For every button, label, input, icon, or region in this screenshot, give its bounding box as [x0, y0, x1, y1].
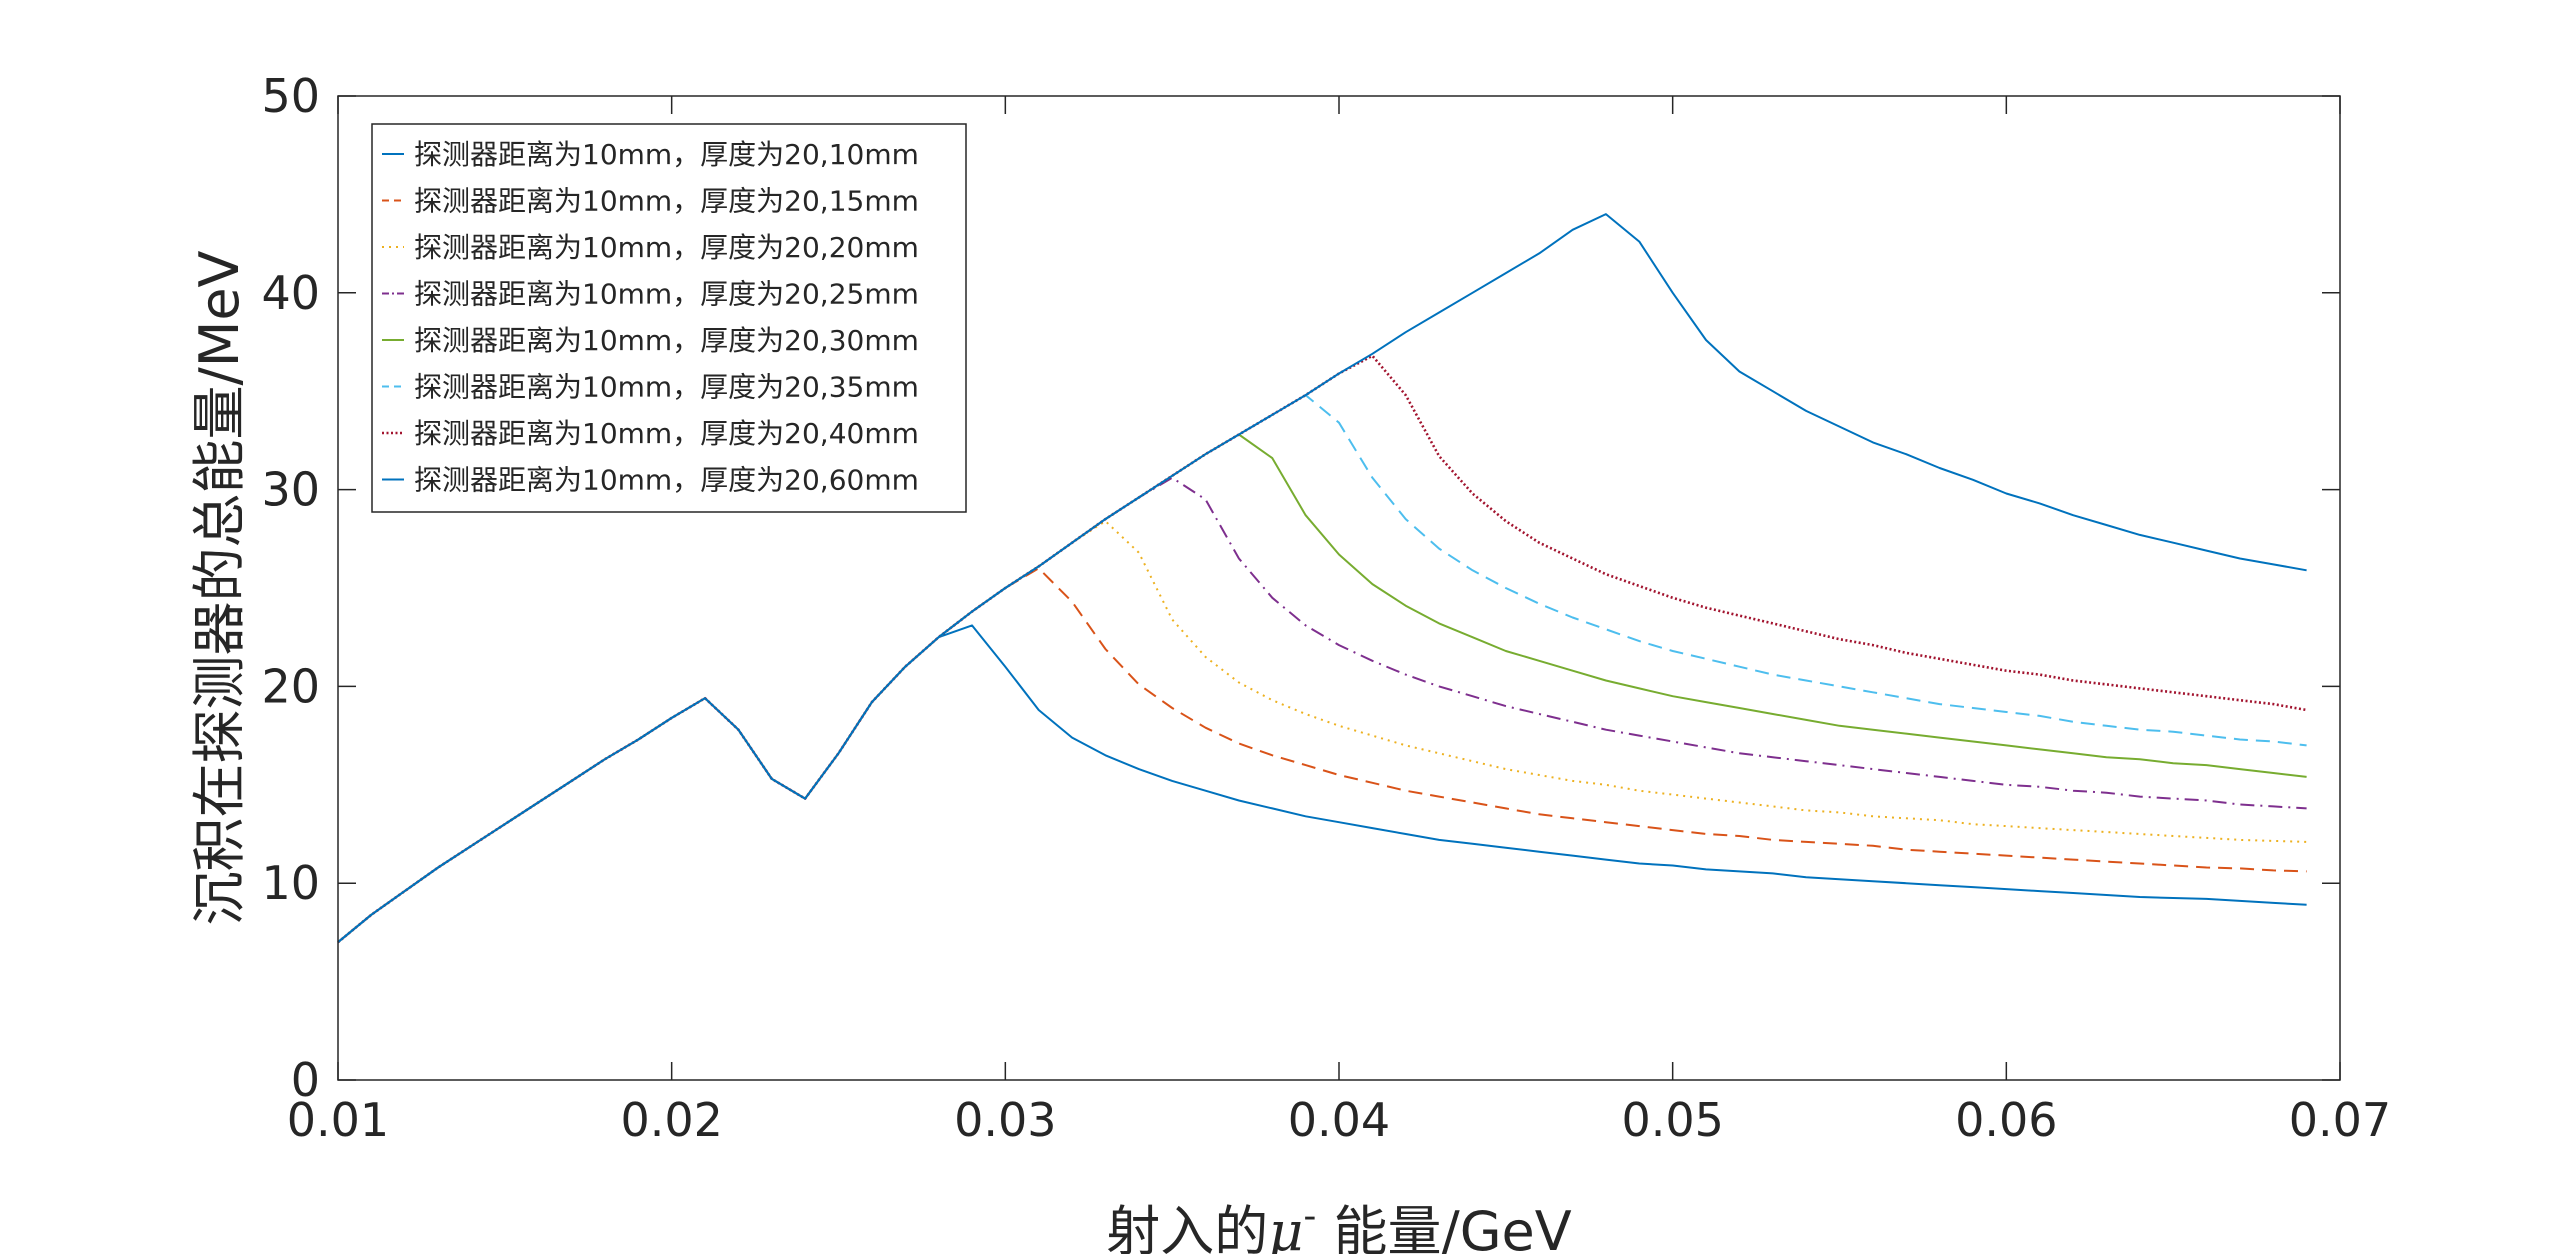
legend-label-4: 探测器距离为10mm，厚度为20,25mm [414, 278, 919, 311]
x-tick-label: 0.01 [287, 1093, 389, 1147]
y-tick-label: 40 [261, 266, 320, 320]
legend-label-3: 探测器距离为10mm，厚度为20,20mm [414, 231, 919, 264]
legend-label-7: 探测器距离为10mm，厚度为20,40mm [414, 417, 919, 450]
y-tick-label: 50 [261, 69, 320, 123]
series-line-8 [337, 213, 2307, 943]
x-axis-label-suffix: 能量/GeV [1316, 1200, 1571, 1254]
x-axis-label-superscript: - [1303, 1196, 1316, 1237]
legend-label-6: 探测器距离为10mm，厚度为20,35mm [414, 371, 919, 404]
y-tick-label: 10 [261, 856, 320, 910]
y-tick-label: 20 [261, 659, 320, 713]
legend-label-2: 探测器距离为10mm，厚度为20,15mm [414, 185, 919, 218]
y-tick-label: 30 [261, 463, 320, 517]
series-line-3 [337, 520, 2307, 943]
y-tick-label: 0 [291, 1053, 320, 1107]
legend-label-1: 探测器距离为10mm，厚度为20,10mm [414, 138, 919, 171]
legend-box [371, 123, 967, 513]
x-tick-label: 0.06 [1955, 1093, 2057, 1147]
axis-ticks: 0.01 0.02 0.03 0.04 0.05 0.06 0.07 0 10 20 30 40 50 [261, 69, 2391, 1147]
x-tick-label: 0.02 [620, 1093, 722, 1147]
legend: 探测器距离为10mm，厚度为20,10mm 探测器距离为10mm，厚度为20,15… [371, 123, 967, 513]
x-tick-label: 0.07 [2289, 1093, 2391, 1147]
series-line-6 [337, 394, 2307, 943]
x-axis-label: 射入的μ- 能量/GeV [1106, 1196, 1572, 1254]
x-tick-label: 0.03 [954, 1093, 1056, 1147]
legend-label-5: 探测器距离为10mm，厚度为20,30mm [414, 324, 919, 357]
x-tick-label: 0.05 [1621, 1093, 1723, 1147]
x-axis-label-mu-symbol: μ [1268, 1200, 1303, 1254]
series-layer [337, 213, 2307, 944]
y-axis-label: 沉积在探测器的总能量/MeV [188, 250, 251, 925]
x-tick-label: 0.04 [1288, 1093, 1390, 1147]
x-axis-label-prefix: 射入的 [1106, 1200, 1268, 1254]
series-line-2 [337, 567, 2307, 943]
legend-label-8: 探测器距离为10mm，厚度为20,60mm [414, 464, 919, 497]
